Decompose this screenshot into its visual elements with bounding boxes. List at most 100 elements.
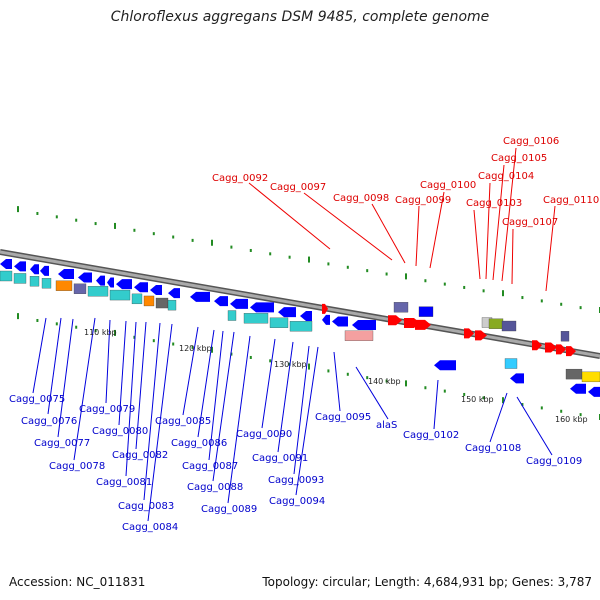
reverse-gene-arrow[interactable]	[322, 314, 330, 325]
scale-labels: 110 kbp 120 kbp 130 kbp 140 kbp 150 kbp …	[84, 328, 588, 424]
gene-label-cagg-0110: Cagg_0110	[543, 195, 599, 206]
gene-box[interactable]	[243, 313, 269, 324]
gene-features[interactable]	[0, 259, 600, 397]
reverse-gene-arrow[interactable]	[40, 265, 49, 276]
reverse-gene-arrow[interactable]	[58, 269, 74, 280]
tick-bottom	[114, 329, 116, 336]
gene-label-cagg-0106: Cagg_0106	[503, 136, 559, 147]
tick-bottom	[463, 392, 466, 396]
gene-label-cagg-0091: Cagg_0091	[252, 453, 308, 464]
gene-box[interactable]	[155, 297, 169, 309]
genome-backbone	[0, 249, 600, 359]
leader-line-forward	[473, 209, 481, 280]
forward-gene-arrow[interactable]	[464, 328, 474, 339]
leader-line-forward	[429, 191, 445, 269]
gene-box[interactable]	[269, 317, 289, 328]
gene-box[interactable]	[55, 280, 73, 291]
reverse-gene-arrow[interactable]	[116, 279, 132, 290]
gene-box[interactable]	[565, 368, 583, 380]
reverse-gene-arrow[interactable]	[300, 311, 312, 321]
gene-box[interactable]	[0, 270, 13, 282]
forward-gene-arrow[interactable]	[556, 344, 566, 355]
gene-box[interactable]	[167, 299, 177, 311]
reverse-gene-arrow[interactable]	[0, 259, 12, 269]
gene-box[interactable]	[418, 306, 434, 317]
reverse-gene-arrow[interactable]	[30, 264, 39, 275]
leader-line-forward	[511, 228, 514, 285]
gene-box[interactable]	[131, 293, 143, 305]
forward-gene-arrow[interactable]	[415, 319, 431, 330]
reverse-gene-arrow[interactable]	[96, 275, 105, 286]
reverse-gene-arrow[interactable]	[588, 386, 600, 397]
reverse-gene-arrow[interactable]	[190, 291, 210, 302]
tick-bottom	[211, 346, 213, 353]
reverse-gene-arrow[interactable]	[434, 360, 456, 371]
gene-box[interactable]	[289, 321, 313, 332]
forward-gene-arrow[interactable]	[388, 315, 402, 326]
leader-line-reverse	[516, 396, 553, 456]
gene-label-cagg-0083: Cagg_0083	[118, 501, 174, 512]
leader-line-reverse	[277, 341, 294, 453]
forward-gene-arrow[interactable]	[545, 342, 557, 353]
forward-gene-arrow[interactable]	[475, 330, 487, 341]
leader-line-reverse	[47, 317, 62, 415]
tick-bottom	[405, 380, 407, 387]
reverse-gene-arrow[interactable]	[510, 373, 524, 384]
gene-box[interactable]	[560, 331, 570, 342]
gene-box[interactable]	[501, 320, 517, 332]
scale-label-150: 150 kbp	[461, 395, 494, 404]
gene-box[interactable]	[109, 289, 131, 301]
tick-bottom	[366, 376, 369, 380]
reverse-gene-arrow[interactable]	[168, 288, 180, 299]
tick-top	[308, 256, 310, 263]
tick-bottom	[172, 342, 175, 346]
reverse-gene-arrow[interactable]	[352, 320, 376, 331]
leader-line-forward	[485, 182, 491, 280]
reverse-gene-arrow[interactable]	[134, 282, 148, 293]
reverse-gene-arrow[interactable]	[332, 316, 348, 327]
gene-label-cagg-0085: Cagg_0085	[155, 416, 211, 427]
accession-text: Accession: NC_011831	[9, 575, 146, 589]
leader-line-reverse	[333, 351, 341, 412]
gene-label-cagg-0093: Cagg_0093	[268, 475, 324, 486]
gene-box[interactable]	[227, 310, 237, 321]
gene-box[interactable]	[488, 318, 504, 329]
tick-top	[172, 235, 175, 239]
gene-box[interactable]	[87, 286, 109, 297]
gene-label-cagg-0079: Cagg_0079	[79, 404, 135, 415]
gene-box[interactable]	[344, 330, 374, 341]
leader-line-reverse	[105, 319, 111, 404]
gene-box[interactable]	[73, 283, 87, 294]
gene-box[interactable]	[504, 358, 518, 369]
tick-bottom	[249, 355, 252, 359]
scale-label-160: 160 kbp	[555, 415, 588, 424]
leader-line-forward	[415, 205, 420, 267]
tick-bottom	[385, 379, 388, 383]
gene-labels-forward: Cagg_0092 Cagg_0097 Cagg_0098 Cagg_0099 …	[212, 136, 599, 228]
gene-box[interactable]	[41, 278, 52, 289]
tick-top	[385, 272, 388, 276]
reverse-gene-arrow[interactable]	[14, 261, 26, 272]
gene-label-cagg-0099: Cagg_0099	[395, 195, 451, 206]
forward-gene-arrow[interactable]	[532, 340, 542, 351]
gene-box[interactable]	[29, 276, 40, 287]
forward-gene-arrow[interactable]	[322, 303, 328, 314]
leader-line-reverse	[227, 335, 251, 504]
tick-top	[94, 222, 97, 226]
leader-line-reverse	[355, 366, 389, 420]
reverse-gene-arrow[interactable]	[230, 298, 248, 309]
reverse-gene-arrow[interactable]	[150, 285, 162, 295]
reverse-gene-arrow[interactable]	[107, 277, 114, 288]
reverse-gene-arrow[interactable]	[250, 302, 274, 313]
reverse-gene-arrow[interactable]	[78, 272, 92, 283]
reverse-gene-arrow[interactable]	[214, 296, 228, 307]
gene-box[interactable]	[13, 273, 27, 284]
gene-box[interactable]	[393, 302, 409, 313]
gene-box[interactable]	[581, 371, 600, 383]
gene-label-cagg-0082: Cagg_0082	[112, 450, 168, 461]
reverse-gene-arrow[interactable]	[278, 307, 296, 318]
gene-box[interactable]	[143, 295, 155, 307]
reverse-gene-arrow[interactable]	[570, 383, 586, 394]
forward-gene-arrow[interactable]	[566, 346, 576, 357]
